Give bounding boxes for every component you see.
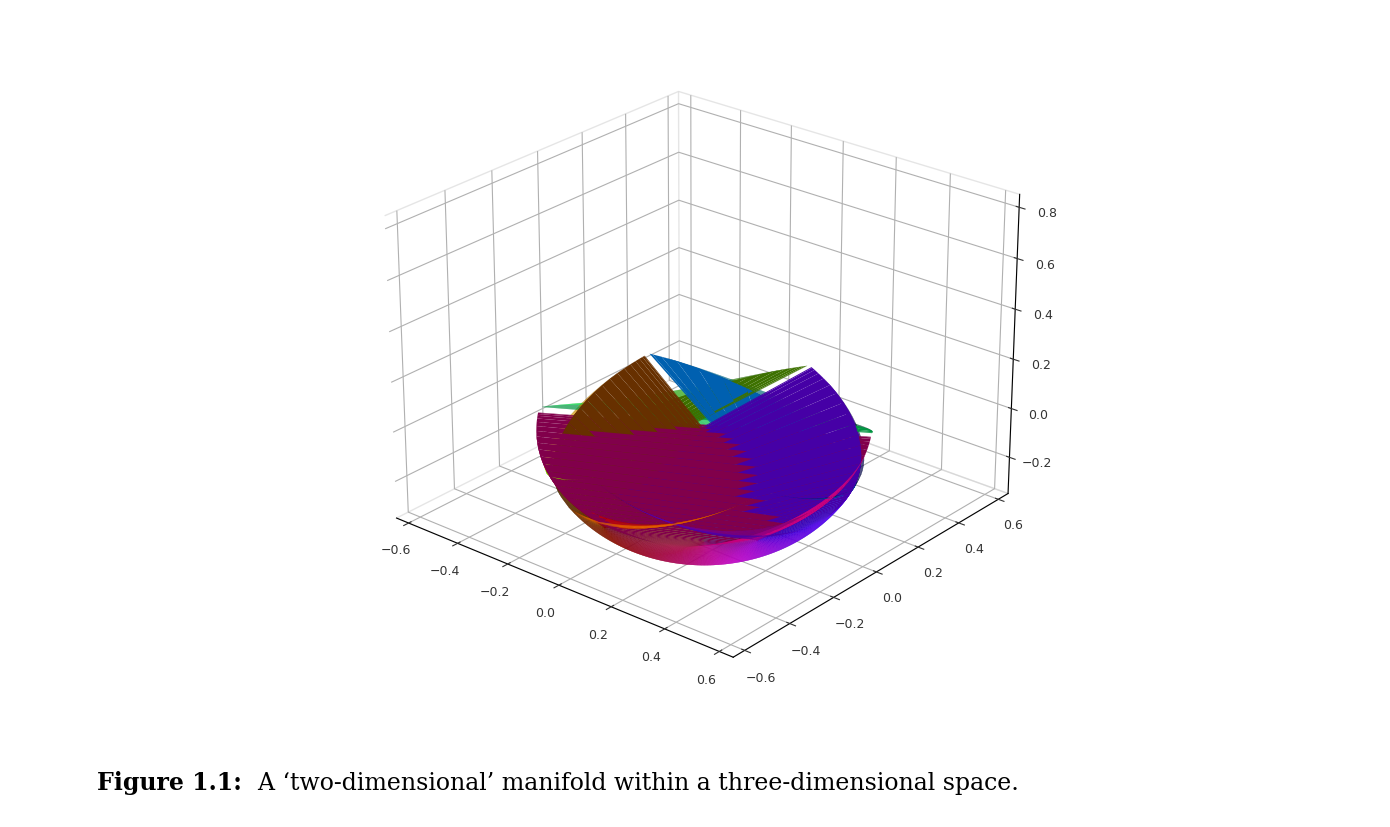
Text: A ‘two-dimensional’ manifold within a three-dimensional space.: A ‘two-dimensional’ manifold within a th…: [243, 771, 1019, 794]
Text: Figure 1.1:: Figure 1.1:: [97, 770, 242, 794]
